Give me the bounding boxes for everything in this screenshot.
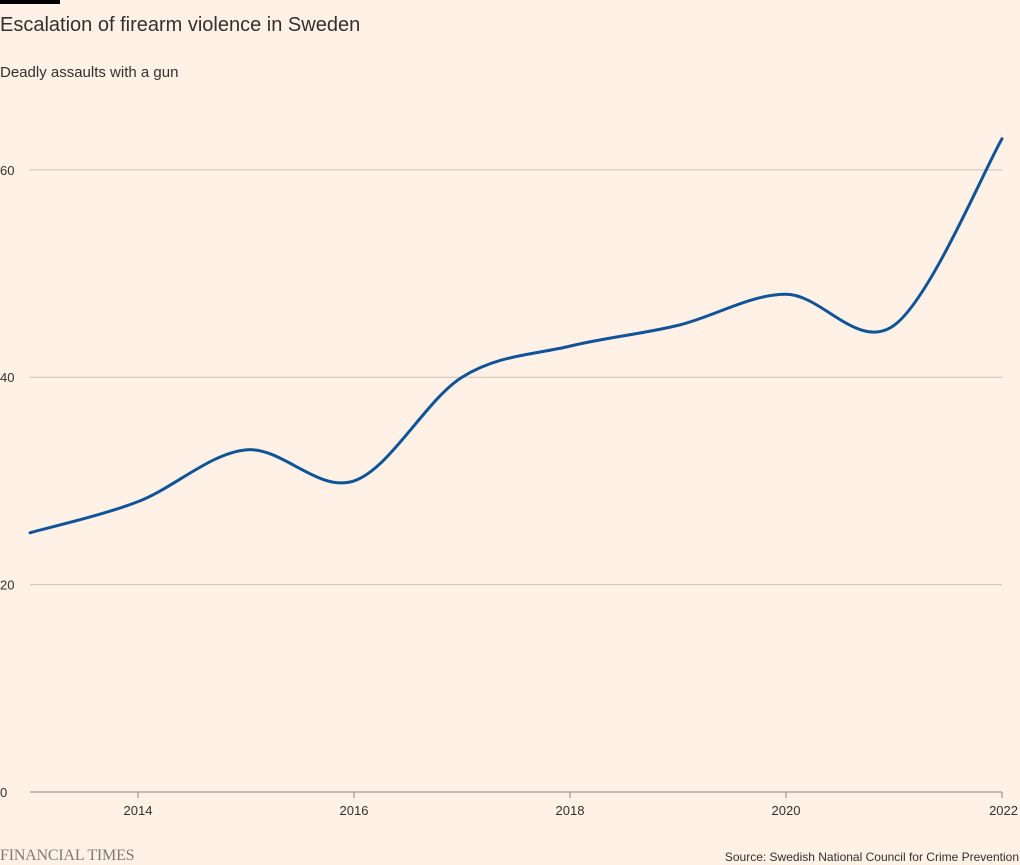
ft-logo: FINANCIAL TIMES [0,847,135,864]
y-tick-label: 60 [0,163,14,178]
series-layer [28,137,1004,535]
y-tick-label: 0 [0,785,7,800]
top-accent-bar [0,0,60,4]
source-note: Source: Swedish National Council for Cri… [724,850,1019,864]
x-tick-label: 2014 [124,803,153,818]
series-line [28,137,1004,535]
chart-subtitle: Deadly assaults with a gun [0,64,179,81]
x-tick-label: 2016 [340,803,369,818]
x-tick-label: 2020 [772,803,801,818]
axes: 0 20 40 60 2014 2016 2018 2020 2022 [0,163,1018,818]
y-tick-label: 20 [0,578,14,593]
x-tick-label: 2018 [556,803,585,818]
chart-title: Escalation of firearm violence in Sweden [0,14,361,36]
y-tick-label: 40 [0,370,14,385]
gridlines [30,169,1002,586]
x-tick-label: 2022 [989,803,1018,818]
